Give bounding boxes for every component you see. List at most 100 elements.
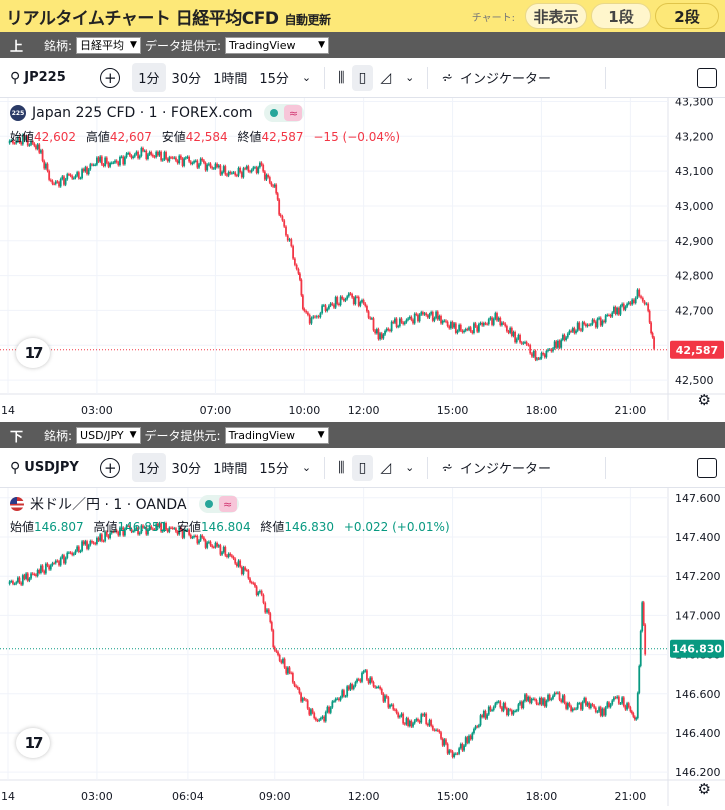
gear-icon[interactable]: ⚙ xyxy=(697,391,711,409)
candle xyxy=(415,312,418,317)
x-tick-label: 10:00 xyxy=(289,404,321,417)
candle-body xyxy=(631,299,634,305)
provider-select[interactable]: TradingView ▼ xyxy=(225,36,330,54)
candle xyxy=(505,324,508,333)
chart-area[interactable]: 42,50042,60042,70042,80042,90043,00043,1… xyxy=(0,95,725,422)
candle xyxy=(295,263,298,271)
gear-icon[interactable]: ⚙ xyxy=(697,780,711,798)
candle-body xyxy=(436,311,439,320)
candle-body xyxy=(285,667,288,674)
bar-chart-icon[interactable]: ⫼ xyxy=(338,69,345,86)
candle xyxy=(18,135,21,144)
candle-body xyxy=(189,161,192,164)
chevron-down-icon[interactable]: ⌄ xyxy=(405,461,415,474)
area-chart-icon[interactable]: ◿ xyxy=(380,459,392,476)
candle xyxy=(145,525,148,536)
candle xyxy=(563,333,566,342)
candle-body xyxy=(161,530,164,532)
fullscreen-icon[interactable] xyxy=(697,457,717,478)
chevron-down-icon[interactable]: ⌄ xyxy=(405,71,415,84)
candle-body xyxy=(179,155,182,159)
candle-body xyxy=(247,166,250,172)
one-row-button[interactable]: 1段 xyxy=(591,3,651,29)
candle-body xyxy=(333,304,335,308)
timeframe-1h[interactable]: 1時間 xyxy=(213,72,248,87)
candle xyxy=(59,556,62,567)
symbol-select[interactable]: 日経平均 ▼ xyxy=(76,36,141,54)
candle-body xyxy=(486,714,489,719)
timeframe-1m[interactable]: 1分 xyxy=(132,63,166,92)
candle-body xyxy=(604,315,607,323)
fullscreen-icon[interactable] xyxy=(697,67,717,88)
candle-body xyxy=(627,703,630,708)
price-chart[interactable]: 42,50042,60042,70042,80042,90043,00043,1… xyxy=(0,95,725,422)
timeframe-30m[interactable]: 30分 xyxy=(171,462,202,477)
symbol-search[interactable]: USDJPY xyxy=(24,460,79,475)
candle xyxy=(237,166,240,178)
chart-area[interactable]: 146.200146.400146.600146.800147.000147.2… xyxy=(0,488,725,808)
candle xyxy=(630,709,633,715)
candle-body xyxy=(171,527,174,529)
candle-body xyxy=(26,136,29,146)
candle-body xyxy=(291,673,294,683)
candle xyxy=(114,159,116,164)
candlestick-icon[interactable]: ▯ xyxy=(351,454,374,481)
candle xyxy=(489,316,492,321)
candle-body xyxy=(603,320,605,323)
candle-body xyxy=(137,527,139,535)
candle-body xyxy=(324,305,327,312)
candle xyxy=(41,564,44,573)
candle-body xyxy=(453,323,456,328)
candle-body xyxy=(366,670,368,680)
bar-chart-icon[interactable]: ⫼ xyxy=(338,459,345,476)
candle-body xyxy=(212,547,215,549)
candle-body xyxy=(224,166,227,175)
timeframe-15m[interactable]: 15分 xyxy=(259,72,289,87)
candle-body xyxy=(382,693,385,702)
timeframe-30m[interactable]: 30分 xyxy=(171,72,202,87)
candle-body xyxy=(408,720,411,727)
symbol-select[interactable]: USD/JPY ▼ xyxy=(76,426,141,444)
candle xyxy=(380,687,383,695)
price-chart[interactable]: 146.200146.400146.600146.800147.000147.2… xyxy=(0,488,725,808)
candlestick-icon[interactable]: ▯ xyxy=(351,64,374,91)
search-icon[interactable]: ⚲ xyxy=(10,69,21,86)
candle-body xyxy=(48,565,51,570)
candle-body xyxy=(653,337,655,349)
candle xyxy=(445,738,447,746)
indicator-button[interactable]: インジケーター xyxy=(460,462,552,477)
candle xyxy=(536,357,538,362)
candle xyxy=(16,576,19,584)
candle-body xyxy=(173,157,176,159)
candle-body xyxy=(575,330,577,334)
timeframe-1m[interactable]: 1分 xyxy=(132,453,166,482)
timeframe-15m[interactable]: 15分 xyxy=(259,462,289,477)
provider-select[interactable]: TradingView ▼ xyxy=(224,426,329,444)
area-chart-icon[interactable]: ◿ xyxy=(380,69,392,86)
candle-body xyxy=(449,321,452,329)
candle xyxy=(221,550,223,557)
two-row-button[interactable]: 2段 xyxy=(655,3,719,29)
compare-add-icon[interactable]: + xyxy=(100,457,121,478)
candle xyxy=(254,582,256,588)
candle-body xyxy=(466,737,469,743)
indicator-icon[interactable]: ⩫ xyxy=(441,69,454,86)
status-indicator[interactable]: ≈ xyxy=(198,495,239,513)
compare-add-icon[interactable]: + xyxy=(100,67,121,88)
status-indicator[interactable]: ≈ xyxy=(264,104,305,122)
hide-button[interactable]: 非表示 xyxy=(525,3,587,29)
indicator-button[interactable]: インジケーター xyxy=(460,72,552,87)
tradingview-logo[interactable]: 17 xyxy=(16,338,50,368)
tradingview-logo[interactable]: 17 xyxy=(16,728,50,758)
chevron-down-icon[interactable]: ⌄ xyxy=(301,71,312,84)
symbol-search[interactable]: JP225 xyxy=(24,70,66,85)
timeframe-1h[interactable]: 1時間 xyxy=(213,462,248,477)
candle xyxy=(221,170,223,177)
chevron-down-icon[interactable]: ⌄ xyxy=(301,461,312,474)
candle xyxy=(263,170,266,181)
search-icon[interactable]: ⚲ xyxy=(10,459,21,476)
candle-body xyxy=(377,329,380,340)
indicator-icon[interactable]: ⩫ xyxy=(441,459,454,476)
candle-body xyxy=(464,329,467,331)
candle-body xyxy=(286,667,289,674)
